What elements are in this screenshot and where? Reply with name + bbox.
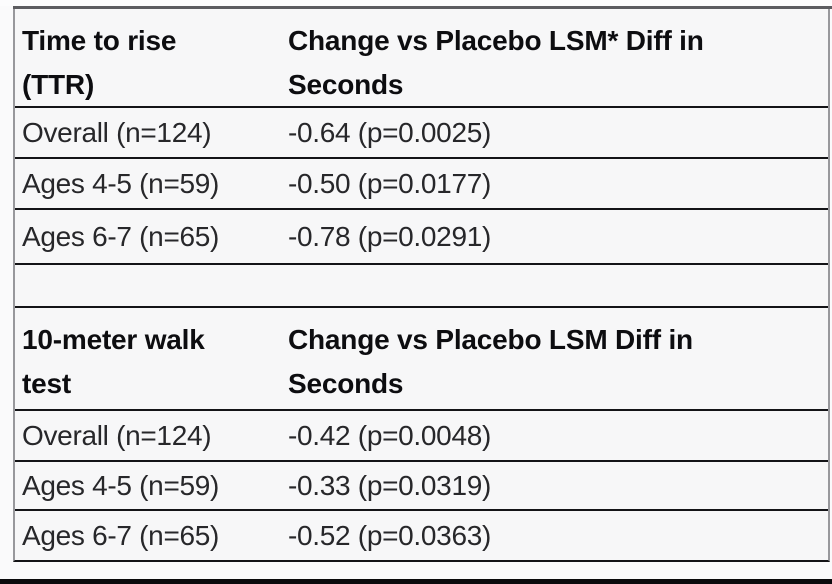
table-row: Overall (n=124) -0.64 (p=0.0025) [15, 106, 828, 157]
table-row: Ages 6-7 (n=65) -0.78 (p=0.0291) [15, 208, 828, 263]
row-group-label: Ages 6-7 (n=65) [22, 519, 220, 551]
row-value: -0.64 (p=0.0025) [288, 116, 492, 148]
spacer-row [15, 263, 828, 306]
walk-test-header-metric-label: 10-meter walk test [22, 324, 205, 399]
row-group-label: Ages 4-5 (n=59) [22, 469, 220, 501]
table-row: Overall (n=124) -0.42 (p=0.0048) [15, 409, 828, 460]
ttr-header-comparison-label: Change vs Placebo LSM* Diff in Seconds [288, 25, 704, 100]
table-row: Ages 4-5 (n=59) -0.50 (p=0.0177) [15, 157, 828, 208]
clinical-results-table: Time to rise (TTR) Change vs Placebo LSM… [13, 9, 830, 562]
row-group-label: Overall (n=124) [22, 116, 212, 148]
ttr-header-row: Time to rise (TTR) Change vs Placebo LSM… [15, 9, 828, 106]
walk-test-header-row: 10-meter walk test Change vs Placebo LSM… [15, 306, 828, 409]
row-group-label: Overall (n=124) [22, 419, 212, 451]
walk-test-header-comparison-label: Change vs Placebo LSM Diff in Seconds [288, 324, 693, 399]
ttr-header-metric-cell: Time to rise (TTR) [15, 9, 288, 107]
table-row: Ages 6-7 (n=65) -0.52 (p=0.0363) [15, 509, 828, 560]
page-top-margin [0, 0, 832, 6]
row-value: -0.33 (p=0.0319) [288, 469, 492, 501]
ttr-header-comparison-cell: Change vs Placebo LSM* Diff in Seconds [288, 9, 828, 107]
row-value: -0.78 (p=0.0291) [288, 220, 492, 252]
ttr-header-metric-label: Time to rise (TTR) [22, 25, 177, 100]
row-value: -0.50 (p=0.0177) [288, 167, 492, 199]
row-group-label: Ages 4-5 (n=59) [22, 167, 220, 199]
walk-test-header-comparison-cell: Change vs Placebo LSM Diff in Seconds [288, 308, 828, 406]
row-value: -0.42 (p=0.0048) [288, 419, 492, 451]
page-bottom-rule [0, 579, 832, 584]
row-value: -0.52 (p=0.0363) [288, 519, 492, 551]
walk-test-header-metric-cell: 10-meter walk test [15, 308, 288, 406]
table-top-rule [13, 6, 832, 9]
table-row: Ages 4-5 (n=59) -0.33 (p=0.0319) [15, 460, 828, 509]
row-group-label: Ages 6-7 (n=65) [22, 220, 220, 252]
